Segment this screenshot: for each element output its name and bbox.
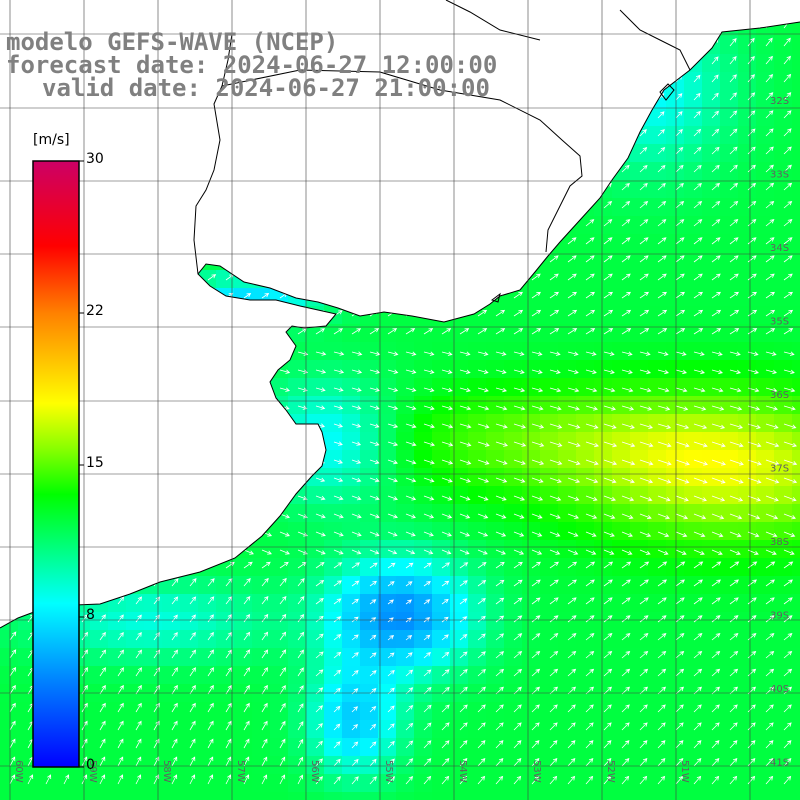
longitude-labels: 60W 59W 58W 57W 56W 55W 54W 53W 52W 51W bbox=[13, 760, 690, 783]
colorbar-unit: [m/s] bbox=[33, 132, 70, 148]
longitude-label: 58W bbox=[161, 760, 172, 783]
latitude-label: 41S bbox=[770, 758, 789, 769]
longitude-label: 55W bbox=[383, 760, 394, 783]
longitude-label: 59W bbox=[87, 760, 98, 783]
latitude-label: 34S bbox=[770, 243, 789, 254]
latitude-label: 37S bbox=[770, 464, 789, 475]
latitude-label: 39S bbox=[770, 611, 789, 622]
colorbar-tick-label: 8 bbox=[86, 607, 95, 623]
latitude-label: 40S bbox=[770, 684, 789, 695]
valid-date: valid date: 2024-06-27 21:00:00 bbox=[42, 74, 490, 102]
model-title: modelo GEFS-WAVE (NCEP) bbox=[6, 28, 339, 56]
longitude-label: 51W bbox=[679, 760, 690, 783]
colorbar-ticks bbox=[79, 160, 84, 768]
longitude-label: 54W bbox=[457, 760, 468, 783]
coastline bbox=[0, 21, 800, 629]
longitude-label: 57W bbox=[235, 760, 246, 783]
latitude-label: 36S bbox=[770, 390, 789, 401]
colorbar-tick-label: 22 bbox=[86, 303, 104, 319]
longitude-label: 52W bbox=[605, 760, 616, 783]
latitude-labels: 32S 33S 34S 35S 36S 37S 38S 39S 40S 41S bbox=[770, 96, 789, 769]
latitude-label: 33S bbox=[770, 170, 789, 181]
longitude-label: 56W bbox=[309, 760, 320, 783]
colorbar-tick-label: 15 bbox=[86, 455, 104, 471]
latitude-label: 32S bbox=[770, 96, 789, 107]
colorbar-tick-label: 0 bbox=[86, 757, 95, 773]
border-north bbox=[445, 0, 691, 71]
longitude-label: 53W bbox=[531, 760, 542, 783]
latitude-label: 38S bbox=[770, 537, 789, 548]
lagoon bbox=[490, 83, 675, 303]
colorbar bbox=[32, 160, 80, 768]
forecast-date: forecast date: 2024-06-27 12:00:00 bbox=[6, 51, 498, 79]
latitude-label: 35S bbox=[770, 317, 789, 328]
colorbar-tick-label: 30 bbox=[86, 151, 104, 167]
longitude-label: 60W bbox=[13, 760, 24, 783]
